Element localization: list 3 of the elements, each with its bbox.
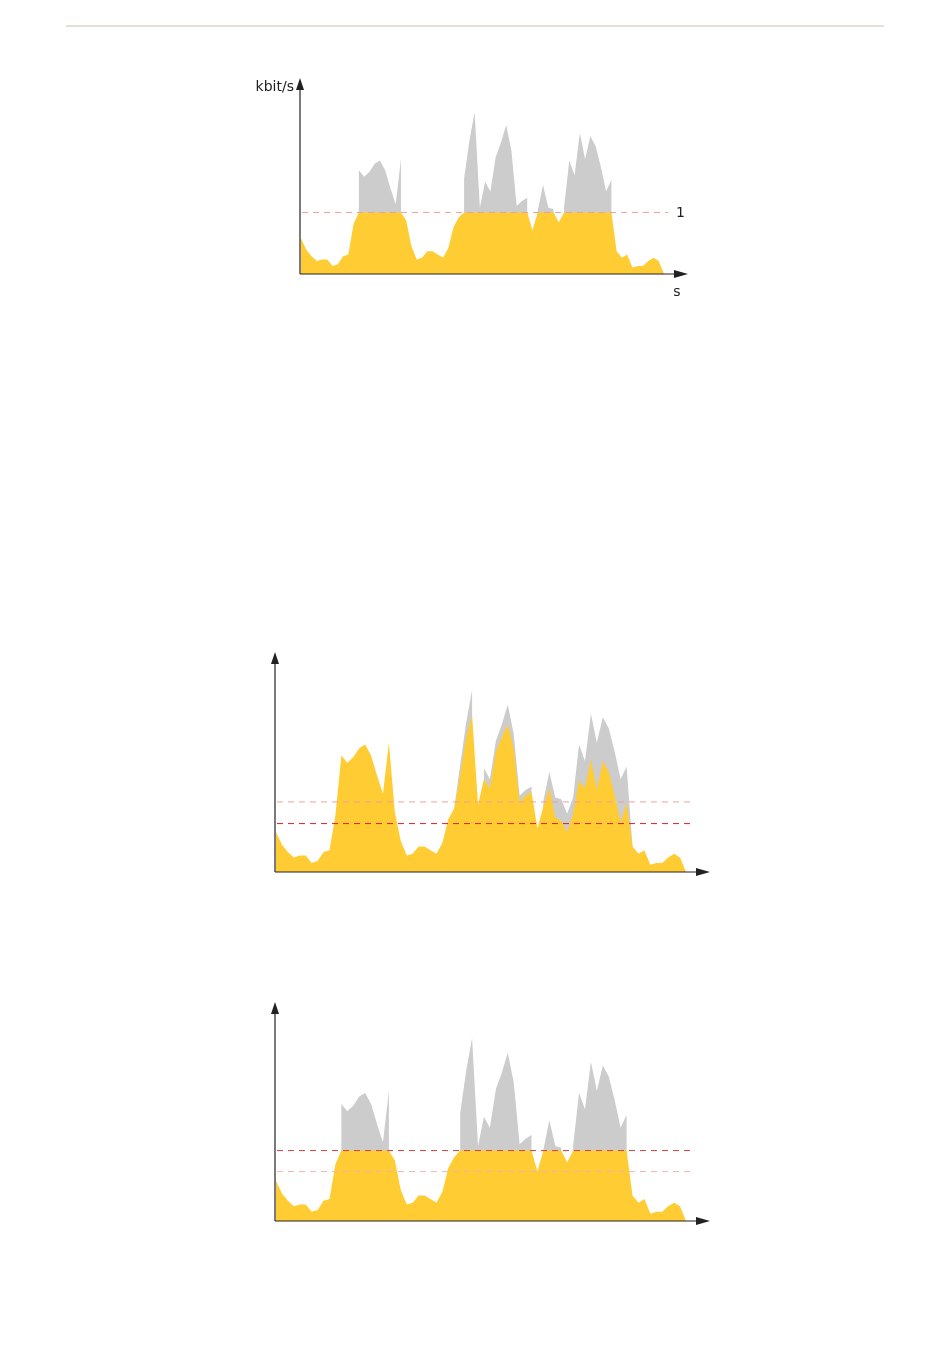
- x-axis-title: s: [673, 283, 681, 299]
- text: 1: [676, 204, 685, 221]
- y-axis-title: kbit/s: [255, 78, 294, 94]
